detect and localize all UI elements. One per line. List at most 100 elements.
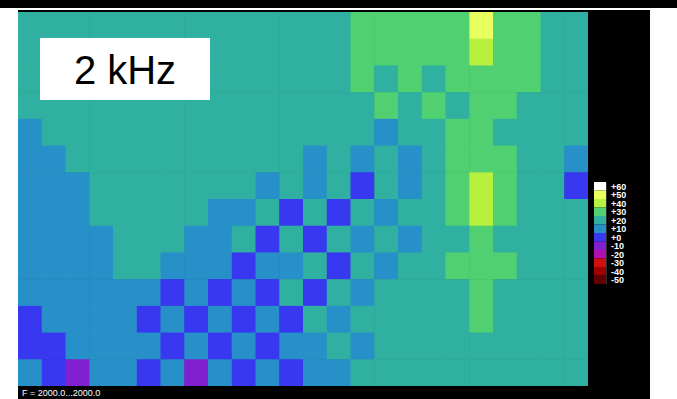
heatmap-cell <box>398 252 422 279</box>
heatmap-cell <box>42 359 66 386</box>
colorbar-axis: +60+50+40+30+20+10+0-10-20-30-40-50 <box>606 182 626 286</box>
heatmap-cell <box>232 172 256 199</box>
title: 2 kHz <box>74 48 176 92</box>
colorbar-band <box>594 208 606 217</box>
heatmap-cell <box>517 306 541 333</box>
heatmap-cell <box>469 39 493 66</box>
heatmap-cell <box>446 252 470 279</box>
heatmap-cell <box>279 146 303 173</box>
heatmap-cell <box>66 12 90 39</box>
heatmap-cell <box>493 359 517 386</box>
heatmap-cell <box>256 65 280 92</box>
heatmap-cell <box>517 146 541 173</box>
heatmap-cell <box>256 306 280 333</box>
heatmap-cell <box>208 279 232 306</box>
heatmap-cell <box>256 146 280 173</box>
heatmap-cell <box>184 359 208 386</box>
heatmap-cell <box>256 252 280 279</box>
heatmap-cell <box>161 306 185 333</box>
heatmap-cell <box>493 12 517 39</box>
heatmap-cell <box>184 226 208 253</box>
heatmap-cell <box>446 119 470 146</box>
heatmap-cell <box>303 252 327 279</box>
heatmap-cell <box>422 359 446 386</box>
chart: 2 kHzF = 2000.0...2000.0+60+50+40+30+20+… <box>0 0 677 399</box>
heatmap-cell <box>374 226 398 253</box>
heatmap-cell <box>18 359 42 386</box>
heatmap-cell <box>42 146 66 173</box>
heatmap-cell <box>256 39 280 66</box>
heatmap-cell <box>517 226 541 253</box>
heatmap-cell <box>327 146 351 173</box>
heatmap-cell <box>161 279 185 306</box>
heatmap-cell <box>351 279 375 306</box>
heatmap-cell <box>161 172 185 199</box>
heatmap-cell <box>89 172 113 199</box>
heatmap-cell <box>517 12 541 39</box>
heatmap-cell <box>493 306 517 333</box>
heatmap-cell <box>422 306 446 333</box>
heatmap-cell <box>517 333 541 360</box>
heatmap-cell <box>232 226 256 253</box>
heatmap-cell <box>208 333 232 360</box>
heatmap-cell <box>113 146 137 173</box>
heatmap-cell <box>327 172 351 199</box>
heatmap-cell <box>493 119 517 146</box>
colorbar-band <box>594 191 606 200</box>
heatmap-cell <box>18 92 42 119</box>
heatmap-cell <box>422 146 446 173</box>
heatmap-cell <box>517 172 541 199</box>
heatmap-cell <box>374 172 398 199</box>
heatmap-cell <box>351 199 375 226</box>
heatmap-cell <box>232 146 256 173</box>
heatmap-cell <box>208 39 232 66</box>
colorbar-band <box>594 250 606 259</box>
heatmap-cell <box>517 92 541 119</box>
heatmap-cell <box>89 359 113 386</box>
heatmap-cell <box>137 306 161 333</box>
heatmap-cell <box>256 333 280 360</box>
heatmap-cell <box>351 119 375 146</box>
heatmap-cell <box>113 226 137 253</box>
heatmap-cell <box>208 12 232 39</box>
heatmap-cell <box>422 333 446 360</box>
heatmap-cell <box>422 12 446 39</box>
heatmap-cell <box>113 172 137 199</box>
heatmap-cell <box>137 12 161 39</box>
heatmap-cell <box>564 252 588 279</box>
heatmap-cell <box>18 252 42 279</box>
heatmap-cell <box>66 279 90 306</box>
heatmap-cell <box>564 359 588 386</box>
heatmap-cell <box>42 333 66 360</box>
heatmap-cell <box>493 252 517 279</box>
heatmap-cell <box>327 226 351 253</box>
heatmap-cell <box>66 146 90 173</box>
heatmap-cell <box>398 12 422 39</box>
heatmap-cell <box>256 12 280 39</box>
heatmap-cell <box>374 359 398 386</box>
heatmap-cell <box>327 279 351 306</box>
colorbar-band <box>594 242 606 251</box>
heatmap-cell <box>137 359 161 386</box>
heatmap-cell <box>351 92 375 119</box>
heatmap-cell <box>137 199 161 226</box>
heatmap-cell <box>541 146 565 173</box>
heatmap-cell <box>256 92 280 119</box>
heatmap-cell <box>374 333 398 360</box>
heatmap-cell <box>303 119 327 146</box>
heatmap-cell <box>351 12 375 39</box>
heatmap-cell <box>42 226 66 253</box>
colorbar-band <box>594 233 606 242</box>
heatmap-cell <box>446 146 470 173</box>
heatmap-cell <box>232 12 256 39</box>
heatmap-cell <box>374 146 398 173</box>
heatmap-cell <box>398 359 422 386</box>
top-bar <box>0 0 677 8</box>
heatmap-cell <box>351 39 375 66</box>
heatmap-cell <box>564 119 588 146</box>
heatmap-cell <box>351 306 375 333</box>
heatmap-cell <box>303 92 327 119</box>
heatmap-cell <box>541 199 565 226</box>
colorbar-band <box>594 225 606 234</box>
heatmap-cell <box>541 306 565 333</box>
